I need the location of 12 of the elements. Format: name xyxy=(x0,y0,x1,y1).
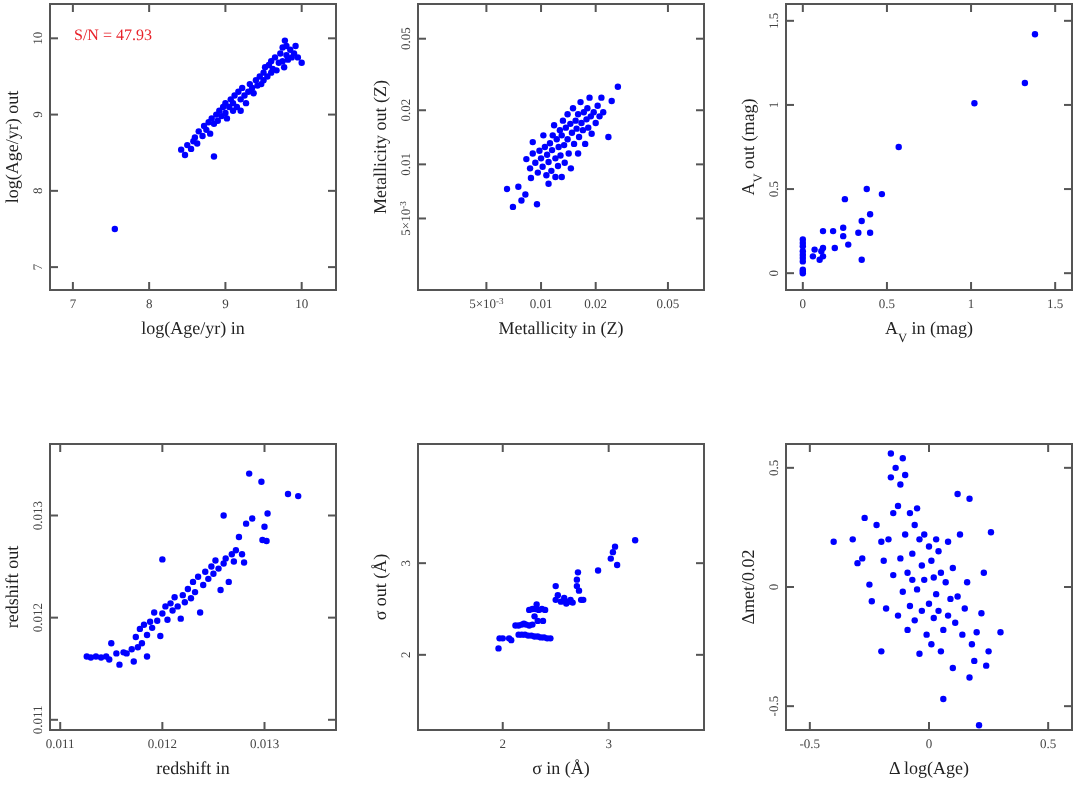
x-axis-title: A$_{V}$ in (mag) xyxy=(884,318,974,345)
y-axis-title: Metallicity out (Z) xyxy=(370,80,390,214)
y-axis-title: redshift out xyxy=(2,544,22,629)
x-axis-title: log(Age/yr) in xyxy=(141,318,246,338)
annotation: S/N = 47.93 xyxy=(74,26,152,44)
x-axis-title: Metallicity in (Z) xyxy=(498,318,624,338)
x-axis-title: Δ log(Age) xyxy=(888,758,970,778)
x-axis-title: redshift in xyxy=(156,758,231,778)
x-axis-title: σ in (Å) xyxy=(532,758,590,778)
y-axis-title: log(Age/yr) out xyxy=(2,89,22,204)
y-axis-title: Δmet/0.02 xyxy=(738,549,758,625)
y-axis-title: σ out (Å) xyxy=(370,553,390,621)
